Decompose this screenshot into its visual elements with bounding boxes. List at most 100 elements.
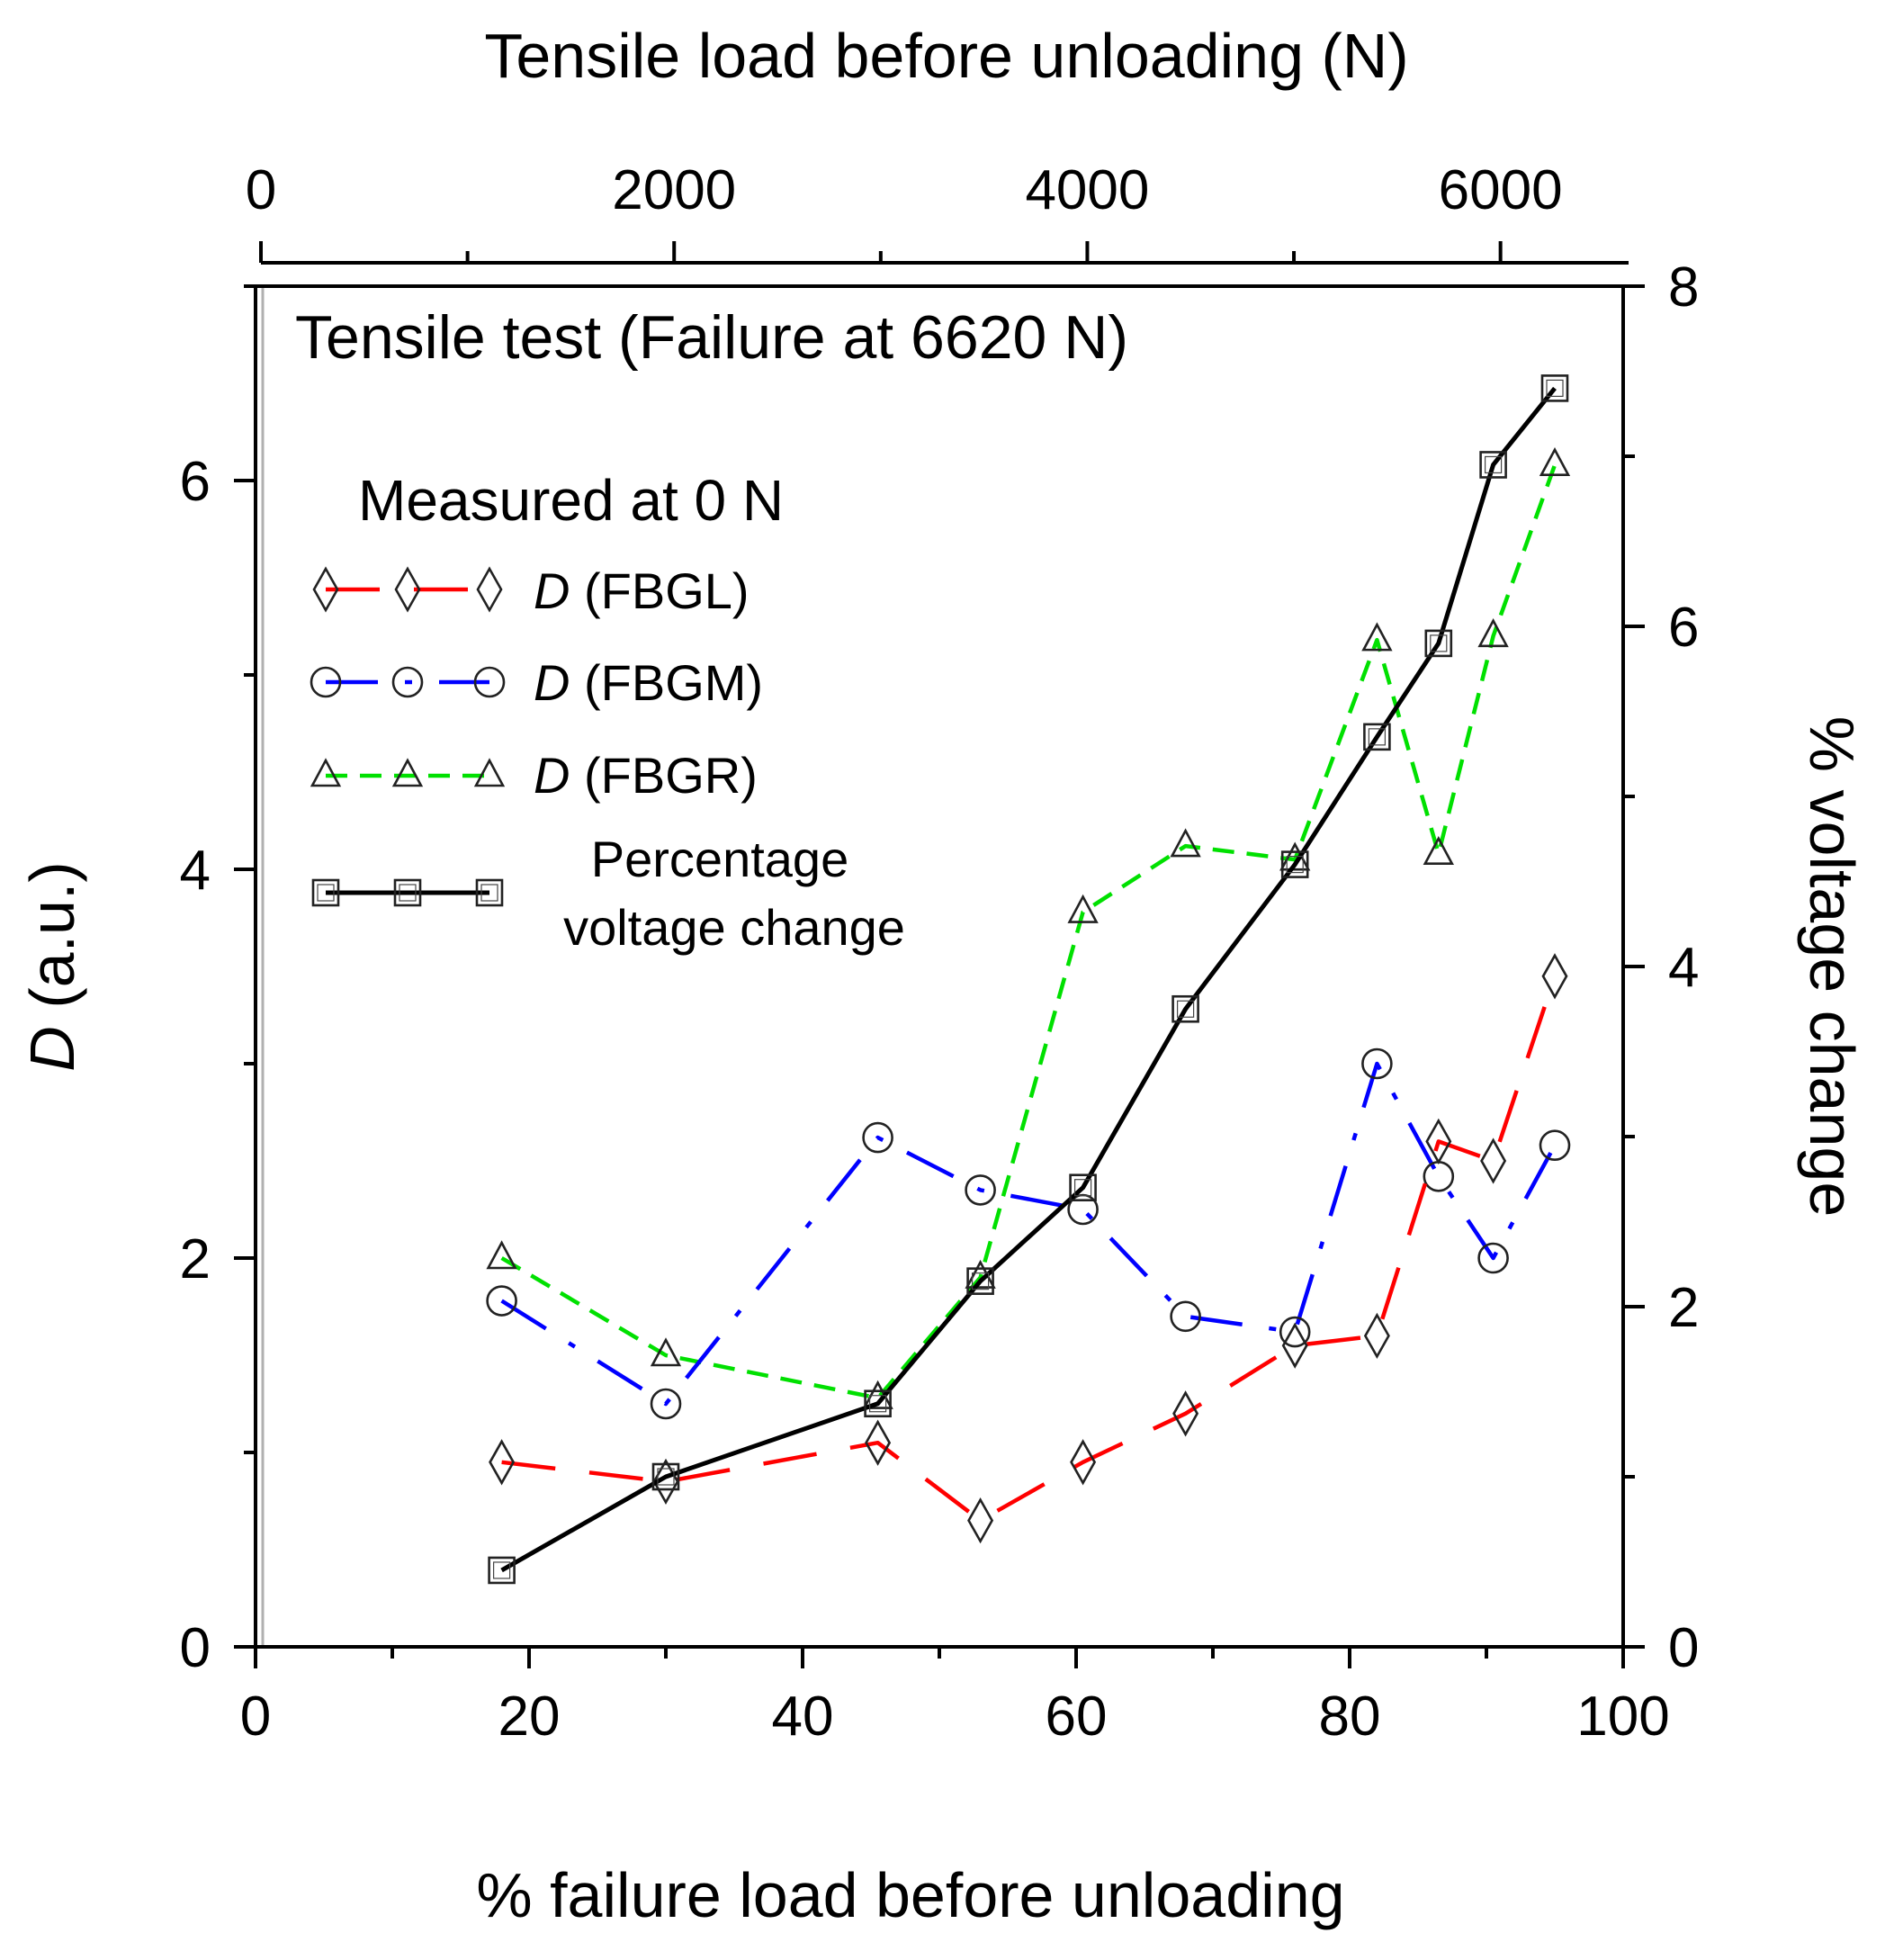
data-point-percentage-voltage-change	[651, 1462, 680, 1491]
left-axis-title: D (a.u.)	[17, 861, 87, 1071]
legend-label-fbgr-symbol: D	[534, 747, 570, 804]
data-point-fbgm	[862, 1121, 893, 1154]
data-point-percentage-voltage-change-inner	[657, 1468, 675, 1486]
data-point-percentage-voltage-change	[864, 1389, 892, 1418]
data-point-fbgm	[1361, 1047, 1393, 1080]
legend-label-voltage-line2: voltage change	[563, 899, 905, 956]
data-point-fbgm	[1170, 1300, 1201, 1333]
legend-marker-fbgm	[391, 666, 424, 698]
legend-marker-percentage-voltage-change	[311, 878, 340, 907]
data-point-fbgl	[1281, 1322, 1308, 1369]
x-tick-label: 100	[1576, 1686, 1669, 1748]
y2-tick-label: 0	[1668, 1617, 1699, 1679]
data-point-fbgl	[1070, 1439, 1097, 1486]
legend-label-fbgr-text: (FBGR)	[570, 747, 757, 804]
data-point-fbgm	[1279, 1316, 1311, 1348]
data-point-fbgr	[1361, 622, 1393, 652]
legend-title: Measured at 0 N	[358, 468, 784, 533]
series-line-fbgr	[500, 463, 1557, 1400]
data-point-percentage-voltage-change-inner	[868, 1395, 887, 1413]
x-tick-label: 60	[1046, 1686, 1108, 1748]
data-point-fbgr	[1423, 835, 1454, 866]
data-point-percentage-voltage-change	[1540, 374, 1569, 402]
series-line-fbgl	[501, 976, 1557, 1523]
legend-label-fbgl-symbol: D	[534, 562, 570, 619]
legend-marker-fbgr	[391, 758, 424, 787]
legend-label-fbgm-text: (FBGM)	[570, 654, 763, 711]
legend-marker-percentage-voltage-change	[393, 878, 422, 907]
legend-marker-fbgm	[473, 666, 506, 698]
y2-tick-label: 2	[1668, 1277, 1699, 1339]
legend-marker-fbgl	[312, 566, 339, 613]
x-tick-label: 0	[240, 1686, 271, 1748]
y2-tick-label: 4	[1668, 937, 1699, 999]
series-percentage-voltage-change	[488, 374, 1569, 1585]
legend-label-fbgm: D (FBGM)	[534, 654, 763, 711]
data-point-percentage-voltage-change	[966, 1267, 994, 1295]
x-tick-label: 80	[1319, 1686, 1381, 1748]
data-point-percentage-voltage-change-inner	[1368, 728, 1387, 746]
left-axis-title-units: (a.u.)	[17, 861, 87, 1026]
legend: Measured at 0 N D (FBGL) D (FBGM) D (FBG…	[310, 468, 905, 956]
x2-tick-label: 6000	[1439, 159, 1563, 221]
series-line-percentage-voltage-change	[500, 386, 1557, 1573]
legend-marker-percentage-voltage-change	[475, 878, 504, 907]
legend-marker-percentage-voltage-change-inner	[399, 884, 417, 902]
y-tick-label: 0	[180, 1617, 211, 1679]
y2-tick-label: 8	[1668, 256, 1699, 319]
right-axis-title: % voltage change	[1797, 716, 1867, 1218]
data-point-percentage-voltage-change-inner	[492, 1561, 511, 1579]
legend-marker-percentage-voltage-change-inner	[480, 884, 498, 902]
data-point-percentage-voltage-change	[1280, 850, 1309, 878]
legend-marker-fbgl	[476, 566, 503, 613]
data-point-percentage-voltage-change-inner	[971, 1272, 990, 1290]
data-point-fbgm	[1477, 1242, 1509, 1274]
data-point-fbgl	[1425, 1118, 1452, 1165]
data-point-percentage-voltage-change-inner	[1546, 379, 1564, 397]
legend-label-voltage-line1: Percentage	[591, 831, 848, 887]
legend-label-fbgl-text: (FBGL)	[570, 562, 749, 619]
series-line-fbgm	[500, 1061, 1557, 1407]
data-point-fbgl	[865, 1419, 892, 1466]
left-axis-title-symbol: D	[17, 1026, 87, 1072]
bottom-axis-title: % failure load before unloading	[476, 1860, 1344, 1930]
data-point-fbgr	[486, 1240, 517, 1270]
data-point-fbgr	[1067, 894, 1099, 923]
y2-tick-label: 6	[1668, 597, 1699, 659]
series-fbgl	[489, 953, 1568, 1544]
data-point-fbgl	[1172, 1390, 1199, 1437]
x-tick-label: 20	[498, 1686, 561, 1748]
data-point-percentage-voltage-change-inner	[1176, 1000, 1195, 1018]
data-point-fbgm	[486, 1285, 517, 1317]
top-axis-title: Tensile load before unloading (N)	[484, 21, 1408, 91]
data-point-percentage-voltage-change-inner	[1484, 455, 1503, 474]
y-tick-label: 2	[180, 1228, 211, 1290]
legend-marker-fbgl	[394, 566, 421, 613]
data-point-fbgm	[1539, 1129, 1571, 1162]
series-fbgm	[486, 1047, 1571, 1420]
data-point-fbgr	[650, 1337, 682, 1367]
legend-label-fbgm-symbol: D	[534, 654, 570, 711]
y-tick-label: 6	[180, 451, 211, 513]
data-point-fbgm	[965, 1174, 996, 1206]
data-point-percentage-voltage-change	[1069, 1173, 1097, 1201]
data-point-fbgl	[967, 1497, 994, 1544]
data-point-percentage-voltage-change	[1424, 629, 1453, 658]
data-point-fbgl	[1480, 1137, 1507, 1184]
data-point-percentage-voltage-change-inner	[1430, 634, 1448, 652]
chart-title: Tensile test (Failure at 6620 N)	[295, 303, 1128, 372]
legend-label-fbgl: D (FBGL)	[534, 562, 750, 619]
data-point-percentage-voltage-change	[1171, 994, 1199, 1023]
legend-marker-fbgr	[473, 758, 506, 787]
series-layer	[486, 374, 1571, 1585]
data-point-fbgm	[1067, 1193, 1099, 1226]
data-point-percentage-voltage-change	[1479, 451, 1507, 479]
data-point-fbgm	[650, 1388, 682, 1420]
data-point-fbgl	[1363, 1312, 1390, 1360]
legend-label-fbgr: D (FBGR)	[534, 747, 758, 804]
legend-marker-fbgr	[310, 758, 342, 787]
data-point-percentage-voltage-change-inner	[1073, 1179, 1092, 1197]
